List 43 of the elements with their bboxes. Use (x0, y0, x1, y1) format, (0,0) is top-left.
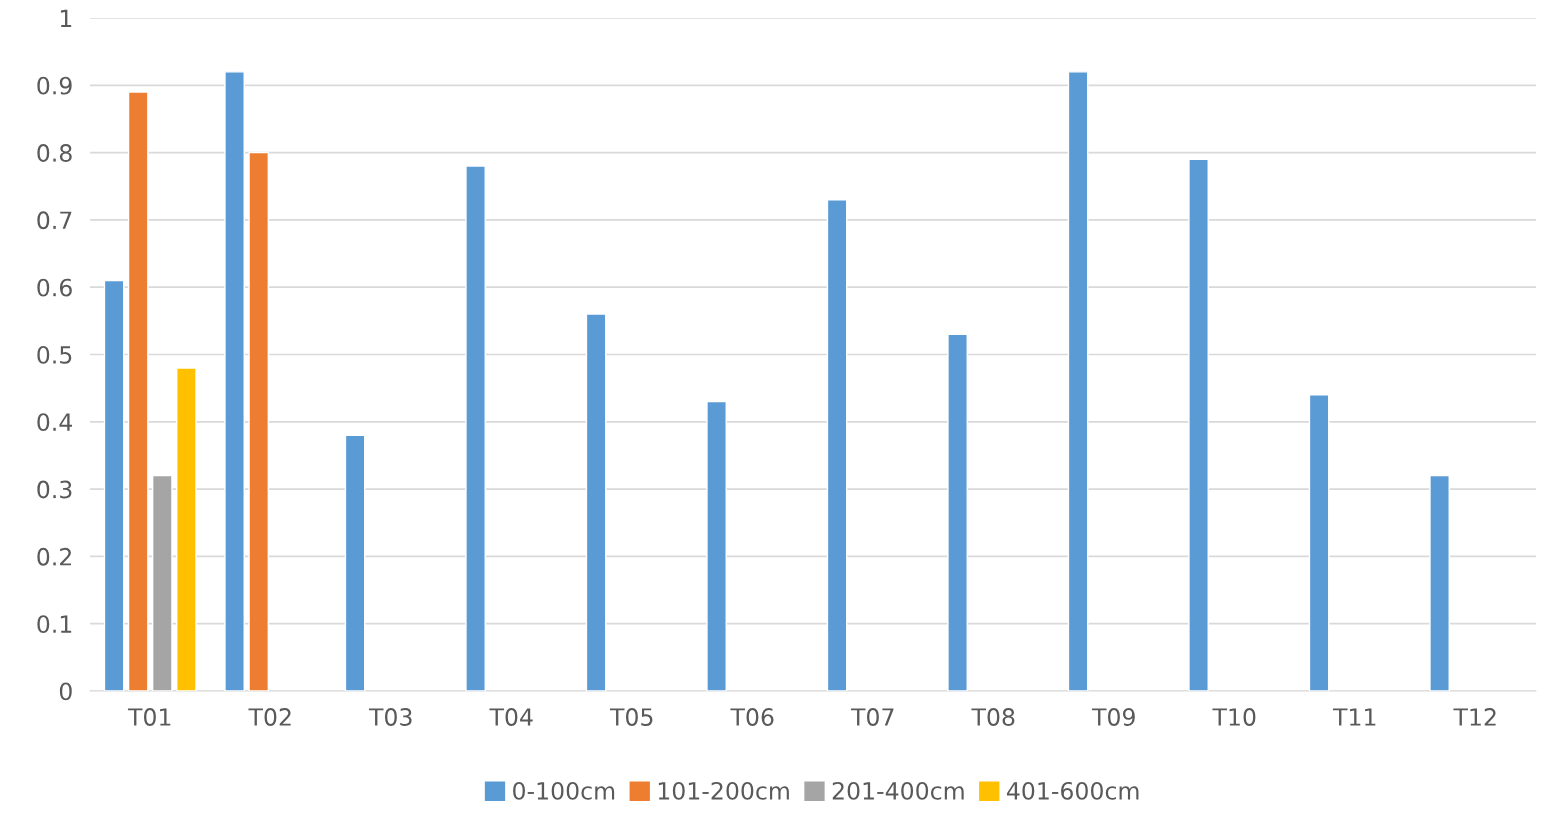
x-tick-label: T01 (127, 708, 171, 726)
y-tick-label: 0.1 (37, 615, 72, 634)
x-tick-label: T07 (850, 708, 894, 726)
y-tick-label: 0.7 (37, 211, 72, 230)
bar (1429, 474, 1450, 691)
x-tick-label: T12 (1453, 708, 1496, 726)
y-tick-label: 0.9 (37, 76, 72, 95)
bar (176, 367, 197, 691)
x-tick-label: T04 (489, 708, 533, 726)
y-tick-label: 0.8 (37, 144, 72, 162)
y-tick-label: 0.2 (37, 547, 71, 566)
x-tick-label: T08 (971, 708, 1015, 726)
x-tick-label: T05 (609, 708, 653, 726)
bar (1067, 71, 1089, 691)
bar (947, 333, 968, 691)
bar (706, 400, 727, 691)
y-tick-label: 1 (60, 9, 72, 27)
bar (1308, 394, 1330, 691)
bar (465, 165, 486, 691)
bar (344, 434, 366, 691)
y-tick-label: 0 (59, 682, 72, 701)
x-tick-label: T09 (1091, 708, 1135, 726)
legend-label: 0-100cm (513, 781, 615, 800)
legend-label: 401-600cm (1006, 781, 1139, 800)
y-tick-label: 0.3 (37, 480, 72, 499)
y-tick-label: 0.4 (37, 413, 73, 432)
legend-label: 101-200cm (658, 781, 789, 800)
bar (151, 474, 173, 691)
legend-label: 201-400cm (832, 781, 964, 800)
x-tick-label: T02 (248, 708, 291, 726)
bar (826, 199, 848, 691)
y-tick-label: 0.5 (37, 345, 72, 364)
x-tick-label: T03 (368, 708, 412, 726)
bar (1188, 158, 1209, 691)
bar (224, 71, 245, 691)
x-tick-label: T11 (1332, 708, 1376, 726)
bar (127, 91, 149, 691)
y-tick-label: 0.6 (37, 278, 72, 297)
bar (585, 313, 607, 691)
bar (103, 279, 125, 691)
x-tick-label: T10 (1212, 708, 1256, 726)
bar (248, 151, 270, 691)
x-tick-label: T06 (730, 708, 774, 726)
